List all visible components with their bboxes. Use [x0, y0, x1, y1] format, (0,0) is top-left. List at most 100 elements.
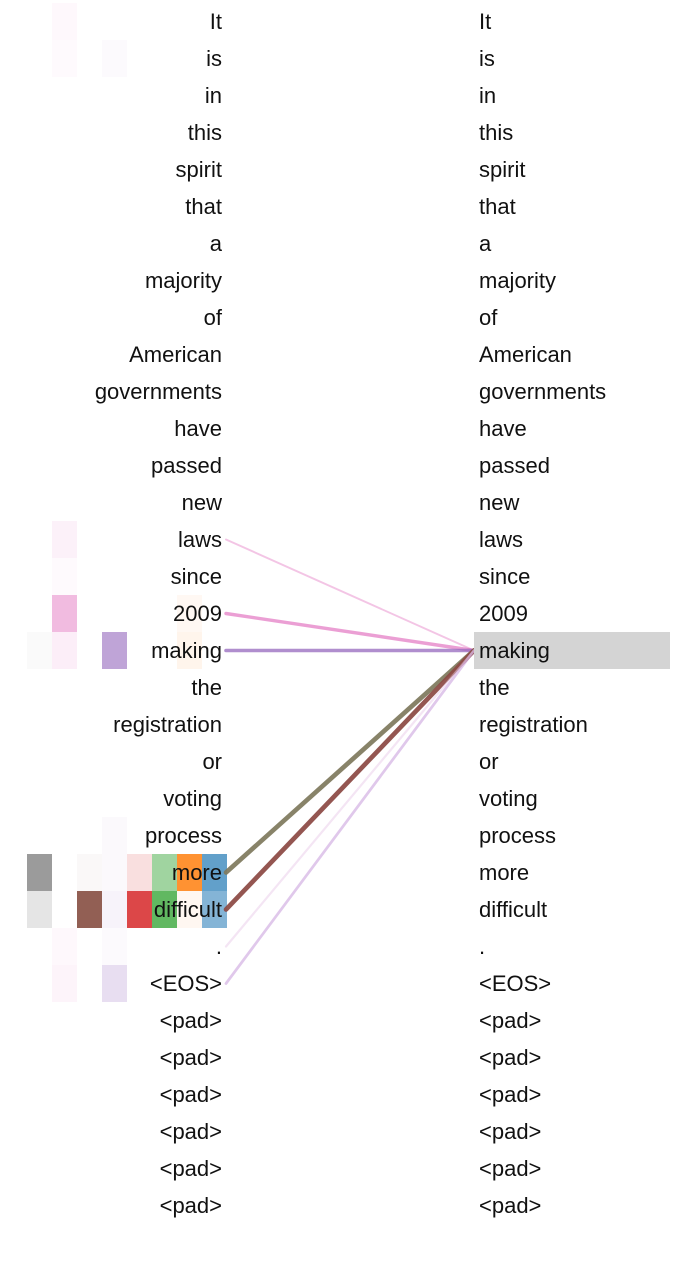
heatmap-cell [177, 854, 202, 891]
heatmap-cell [52, 595, 77, 632]
target-token[interactable]: laws [479, 527, 524, 552]
source-token[interactable]: . [215, 934, 222, 959]
heatmap-cell [202, 891, 227, 928]
heatmap-cell [102, 40, 127, 77]
heatmap-cell [52, 632, 77, 669]
source-token[interactable]: majority [144, 268, 222, 293]
target-token[interactable]: <pad> [479, 1193, 542, 1218]
source-token[interactable]: that [185, 194, 222, 219]
target-token[interactable]: process [479, 823, 557, 848]
target-token[interactable]: difficult [479, 897, 548, 922]
target-token[interactable]: is [479, 46, 495, 71]
source-token[interactable]: this [187, 120, 222, 145]
target-token[interactable]: governments [479, 379, 607, 404]
heatmap-cell [27, 632, 52, 669]
heatmap-cell [102, 854, 127, 891]
heatmap-cell [52, 558, 77, 595]
source-token[interactable]: have [174, 416, 222, 441]
source-token[interactable]: of [203, 305, 222, 330]
source-token[interactable]: <pad> [159, 1193, 222, 1218]
target-token[interactable]: American [479, 342, 572, 367]
source-token[interactable]: registration [113, 712, 222, 737]
source-token[interactable]: passed [151, 453, 222, 478]
source-token[interactable]: voting [163, 786, 222, 811]
source-token[interactable]: is [206, 46, 222, 71]
heatmap-cell [127, 854, 152, 891]
heatmap-cell [77, 854, 102, 891]
target-token[interactable]: passed [479, 453, 550, 478]
target-token[interactable]: making [479, 638, 550, 663]
target-token[interactable]: voting [479, 786, 538, 811]
heatmap-cell [102, 928, 127, 965]
target-token[interactable]: 2009 [479, 601, 528, 626]
source-token[interactable]: a [209, 231, 222, 256]
source-token[interactable]: in [204, 83, 222, 108]
target-token[interactable]: this [479, 120, 514, 145]
source-token[interactable]: American [129, 342, 222, 367]
source-token[interactable]: the [191, 675, 222, 700]
source-token[interactable]: <pad> [159, 1045, 222, 1070]
source-token[interactable]: <pad> [159, 1082, 222, 1107]
source-token[interactable]: <pad> [159, 1156, 222, 1181]
target-token[interactable]: It [479, 9, 492, 34]
source-token[interactable]: process [144, 823, 222, 848]
target-token[interactable]: have [479, 416, 527, 441]
source-token[interactable]: spirit [175, 157, 222, 182]
attention-link [224, 649, 476, 985]
target-token[interactable]: in [479, 83, 497, 108]
source-token[interactable]: <pad> [159, 1008, 222, 1033]
heatmap-cell [52, 3, 77, 40]
source-token[interactable]: governments [94, 379, 222, 404]
target-token[interactable]: more [479, 860, 530, 885]
target-token[interactable]: <pad> [479, 1045, 542, 1070]
focus-token-highlight [474, 632, 670, 669]
source-token[interactable]: or [202, 749, 222, 774]
heatmap-cell [102, 891, 127, 928]
heatmap-cell [177, 632, 202, 669]
target-token[interactable]: <pad> [479, 1082, 542, 1107]
source-token[interactable]: difficult [153, 897, 222, 922]
source-token[interactable]: 2009 [173, 601, 222, 626]
heatmap-cell [52, 40, 77, 77]
attention-link [225, 538, 475, 652]
attention-link [224, 649, 476, 948]
target-token[interactable]: a [479, 231, 492, 256]
target-token[interactable]: <EOS> [479, 971, 552, 996]
target-token[interactable]: registration [479, 712, 588, 737]
heatmap-cell [52, 965, 77, 1002]
heatmap-cell [177, 891, 202, 928]
heatmap-cell [102, 817, 127, 854]
source-token[interactable]: new [181, 490, 222, 515]
target-token[interactable]: new [479, 490, 520, 515]
heatmap-cell [127, 891, 152, 928]
source-token[interactable]: more [171, 860, 222, 885]
target-token[interactable]: spirit [479, 157, 526, 182]
target-token[interactable]: <pad> [479, 1008, 542, 1033]
heatmap-cell [102, 965, 127, 1002]
heatmap-cell [177, 595, 202, 632]
source-token[interactable]: since [170, 564, 222, 589]
attention-link [223, 648, 477, 912]
source-token[interactable]: It [209, 9, 222, 34]
heatmap-cell [52, 928, 77, 965]
target-token[interactable]: <pad> [479, 1156, 542, 1181]
source-token[interactable]: making [151, 638, 222, 663]
target-token[interactable]: of [479, 305, 498, 330]
target-token[interactable]: since [479, 564, 531, 589]
heatmap-cell [77, 891, 102, 928]
heatmap-cell [152, 854, 177, 891]
target-token[interactable]: the [479, 675, 510, 700]
target-token[interactable]: . [479, 934, 486, 959]
heatmap-cell [102, 632, 127, 669]
source-token[interactable]: laws [177, 527, 222, 552]
source-token[interactable]: <pad> [159, 1119, 222, 1144]
target-token[interactable]: that [479, 194, 516, 219]
heatmap-cell [27, 854, 52, 891]
target-token[interactable]: <pad> [479, 1119, 542, 1144]
heatmap-cell [52, 521, 77, 558]
source-token[interactable]: <EOS> [149, 971, 222, 996]
heatmap-cell [202, 854, 227, 891]
target-token[interactable]: or [479, 749, 499, 774]
target-token[interactable]: majority [479, 268, 557, 293]
